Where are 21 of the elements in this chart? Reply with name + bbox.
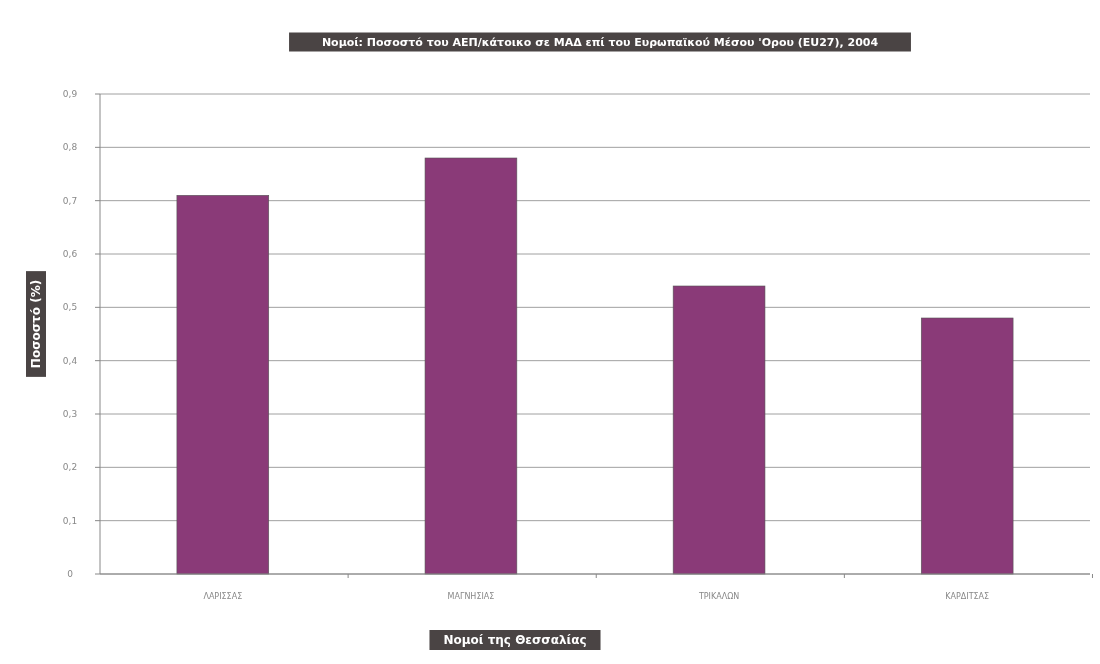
y-tick-label: 0,5 [62, 302, 78, 313]
y-tick-label: 0,8 [62, 142, 78, 153]
x-tick-label: ΜΑΓΝΗΣΙΑΣ [447, 592, 495, 601]
y-tick-label: 0,3 [62, 409, 78, 420]
y-tick-label: 0,1 [62, 515, 78, 526]
y-tick-label: 0,9 [62, 89, 78, 100]
bar [424, 157, 518, 575]
bar [672, 285, 766, 575]
y-tick-label: 0 [67, 569, 74, 580]
x-tick-label: ΚΑΡΔΙΤΣΑΣ [945, 592, 990, 601]
x-axis-title: Νομοί της Θεσσαλίας [443, 633, 587, 648]
y-axis-title: Ποσοστό (%) [29, 279, 44, 369]
bar [920, 317, 1014, 575]
x-tick-label: ΤΡΙΚΑΛΩΝ [697, 592, 740, 601]
y-tick-label: 0,7 [62, 195, 78, 206]
chart-title: Νομοί: Ποσοστό του ΑΕΠ/κάτοικο σε ΜΑΔ επί του Ευρωπαϊκού Μέσου 'Ορου (EU27), 2004 [321, 35, 879, 49]
y-tick-label: 0,6 [62, 249, 78, 260]
x-tick-label: ΛΑΡΙΣΣΑΣ [203, 592, 243, 601]
y-tick-label: 0,2 [62, 462, 78, 473]
bar [176, 195, 270, 575]
y-tick-label: 0,4 [62, 355, 78, 366]
